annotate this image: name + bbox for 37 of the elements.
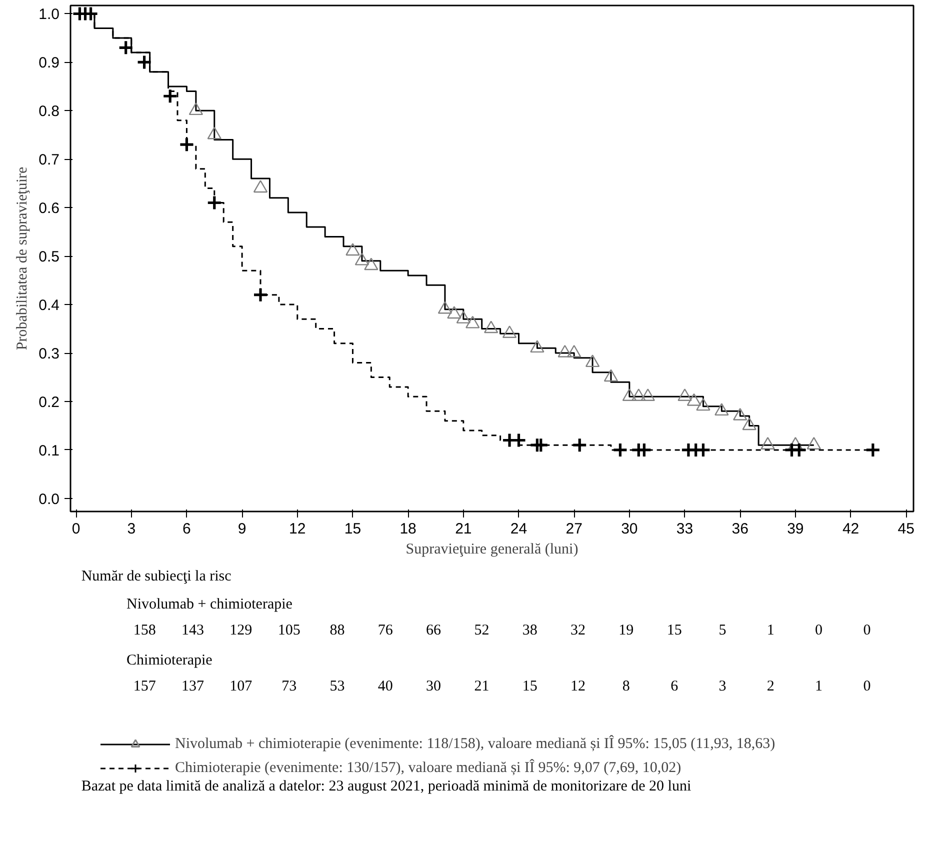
x-tick-label: 27 bbox=[566, 520, 582, 538]
text: Chimioterapie bbox=[126, 652, 213, 668]
x-tick-label: 45 bbox=[898, 520, 914, 538]
x-tick-label: 9 bbox=[238, 520, 246, 538]
y-tick-label: 1.0 bbox=[38, 6, 60, 24]
x-tick-label: 3 bbox=[127, 520, 136, 538]
x-tick-label: 24 bbox=[510, 520, 528, 538]
x-tick-label: 18 bbox=[400, 520, 416, 538]
x-tick-label: 6 bbox=[182, 520, 191, 538]
text: Nivolumab + chimioterapie bbox=[126, 596, 293, 612]
x-tick-label: 42 bbox=[842, 520, 860, 538]
y-tick-label: 0.1 bbox=[38, 442, 60, 460]
text: Număr de subiecţi la risc bbox=[81, 568, 232, 584]
y-tick-label: 0.9 bbox=[38, 54, 60, 72]
y-tick-label: 0.2 bbox=[38, 394, 60, 411]
y-tick-label: 0.0 bbox=[38, 490, 60, 508]
x-tick-label: 21 bbox=[455, 520, 472, 538]
x-tick-label: 39 bbox=[787, 520, 804, 538]
text: 157 137 107 73 53 40 30 21 15 12 8 6 3 2 1 0 bbox=[133, 678, 871, 694]
x-tick-label: 0 bbox=[72, 520, 80, 538]
x-tick-label: 33 bbox=[676, 520, 694, 538]
x-axis-title: Supravieţuire generală (luni) bbox=[406, 542, 578, 558]
x-tick-label: 36 bbox=[732, 520, 748, 538]
legend-label: Nivolumab + chimioterapie (evenimente: 118/158), valoare mediană și IÎ 95%: 15,05 (11,93, 18,63) bbox=[175, 736, 776, 752]
legend-label: Chimioterapie (evenimente: 130/157), valoare mediană și IÎ 95%: 9,07 (7,69, 10,02) bbox=[175, 760, 682, 776]
text: Bazat pe data limită de analiză a datelor: 23 august 2021, perioadă minimă de monitorizare de 20 luni bbox=[81, 778, 692, 794]
y-axis-title: Probabilitatea de supravieţuire bbox=[14, 166, 31, 350]
y-tick-label: 0.3 bbox=[38, 346, 60, 363]
x-tick-label: 12 bbox=[289, 520, 306, 538]
y-tick-label: 0.8 bbox=[38, 103, 60, 120]
x-tick-label: 15 bbox=[344, 520, 362, 538]
y-tick-label: 0.4 bbox=[38, 297, 60, 314]
text: 158 143 129 105 88 76 66 52 38 32 19 15 5 1 0 0 bbox=[133, 622, 871, 638]
y-tick-label: 0.5 bbox=[38, 248, 60, 266]
y-tick-label: 0.7 bbox=[38, 152, 60, 169]
x-tick-label: 30 bbox=[621, 520, 638, 538]
y-tick-label: 0.6 bbox=[38, 200, 60, 218]
